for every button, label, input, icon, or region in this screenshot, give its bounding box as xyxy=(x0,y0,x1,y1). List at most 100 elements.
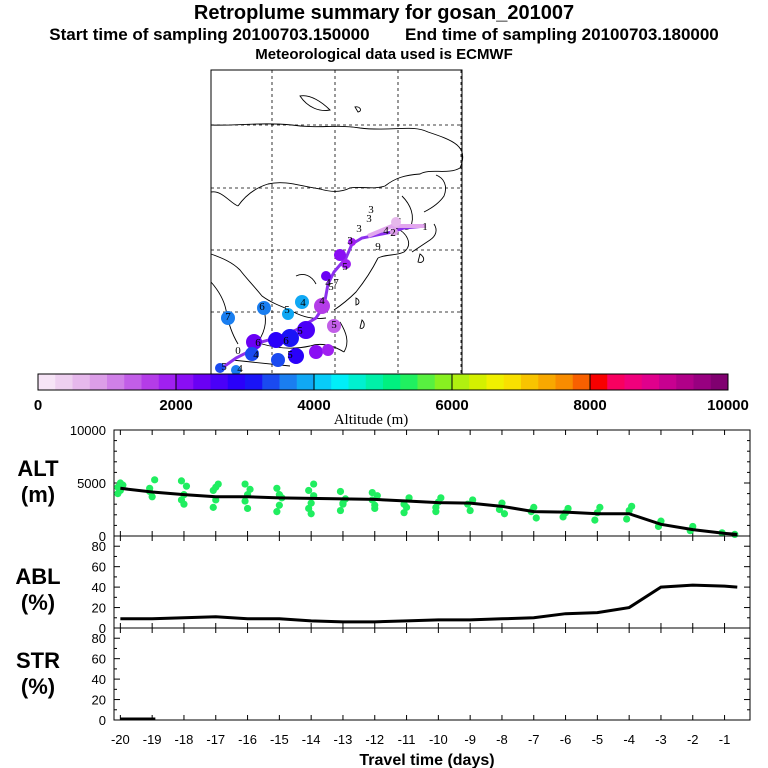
x-tick-label: -15 xyxy=(270,732,289,747)
cluster-marker xyxy=(295,295,309,309)
altitude-point xyxy=(466,506,474,515)
mean-altitude-line xyxy=(120,486,738,536)
altitude-point xyxy=(273,484,281,492)
cluster-marker xyxy=(314,298,330,314)
altitude-point xyxy=(500,510,509,518)
y-tick-label: 5000 xyxy=(77,476,106,491)
time-series-panels: 1000050000ALT(m)806040200ABL(%)806040200… xyxy=(15,423,751,768)
panel-alt: 10000 5000 0 ALT(m) xyxy=(17,423,751,544)
colorbar-swatch xyxy=(227,374,246,390)
colorbar-tick-label: 2000 xyxy=(159,397,192,414)
x-tick-label: -17 xyxy=(206,732,225,747)
cluster-marker xyxy=(390,228,398,236)
map-label: 5 xyxy=(284,304,290,316)
cluster-markers xyxy=(215,217,401,375)
cluster-marker xyxy=(309,345,323,359)
altitude-point xyxy=(530,503,538,511)
y-tick-label: 60 xyxy=(92,560,106,575)
altitude-point xyxy=(307,510,315,518)
altitude-point xyxy=(114,490,122,498)
colorbar-tick-label: 10000 xyxy=(707,397,749,414)
map-label: 5 xyxy=(287,349,293,361)
panel-frame xyxy=(113,429,751,537)
x-tick-label: -18 xyxy=(175,732,194,747)
colorbar-swatch xyxy=(331,374,349,390)
panel-frame xyxy=(113,535,751,629)
map-label: 2 xyxy=(390,227,396,239)
map-label: 6 xyxy=(283,335,289,347)
colorbar-tick-label: 4000 xyxy=(297,397,330,414)
map-label: 7 xyxy=(225,311,231,323)
colorbar-swatch xyxy=(555,374,574,390)
colorbar-swatch xyxy=(245,374,263,390)
y-tick-label: 40 xyxy=(92,580,106,595)
met-data-label: Meteorological data used is ECMWF xyxy=(255,46,513,63)
colorbar-swatch xyxy=(503,374,522,390)
colorbar-swatch xyxy=(72,374,91,390)
start-time-label: Start time of sampling 20100703.150000 xyxy=(49,25,370,44)
colorbar-swatch xyxy=(590,374,608,390)
y-tick-label: 80 xyxy=(92,539,106,554)
altitude-colorbar: 0 2000 4000 6000 8000 10000 Altitude (m) xyxy=(34,373,749,428)
y-tick-label: 0 xyxy=(99,713,106,728)
colorbar-label: Altitude (m) xyxy=(334,412,409,428)
x-tick-label: -12 xyxy=(365,732,384,747)
cluster-marker xyxy=(281,329,299,347)
trajectory-line-recent xyxy=(367,224,426,238)
altitude-point xyxy=(310,480,318,488)
cluster-marker xyxy=(221,311,235,325)
cluster-marker xyxy=(231,365,241,375)
series-line xyxy=(120,583,738,624)
y-tick-label: 60 xyxy=(92,652,106,667)
colorbar-swatch xyxy=(38,374,56,390)
cluster-marker xyxy=(321,271,331,281)
altitude-point xyxy=(243,504,252,513)
map-label: 3 xyxy=(356,223,362,235)
x-tick-label: -19 xyxy=(143,732,162,747)
altitude-point xyxy=(116,479,124,487)
colorbar-tick-label: 8000 xyxy=(573,397,606,414)
map-label: 5 xyxy=(331,319,337,331)
colorbar-swatch xyxy=(193,374,211,390)
altitude-point xyxy=(432,503,440,511)
colorbar-swatch xyxy=(262,374,280,390)
colorbar-swatch xyxy=(124,374,142,390)
altitude-point xyxy=(275,501,283,509)
colorbar-frame xyxy=(37,373,729,391)
x-tick-label: -5 xyxy=(592,732,604,747)
cluster-marker xyxy=(268,332,284,348)
colorbar-swatch xyxy=(400,374,418,390)
altitude-point xyxy=(209,503,217,511)
colorbar-swatch xyxy=(521,374,539,390)
altitude-point xyxy=(305,486,313,495)
colorbar-swatch xyxy=(176,374,194,390)
x-tick-label: -4 xyxy=(623,732,635,747)
altitude-point xyxy=(368,488,376,497)
altitude-point xyxy=(591,516,599,524)
altitude-point xyxy=(180,500,188,508)
colorbar-swatch xyxy=(538,374,556,390)
colorbar-swatch xyxy=(417,374,436,390)
altitude-point xyxy=(532,514,540,522)
colorbar-swatch xyxy=(141,374,160,390)
map-label: 0 xyxy=(235,345,241,357)
x-axis-label: Travel time (days) xyxy=(359,752,494,768)
colorbar-swatch xyxy=(710,374,729,390)
cluster-marker xyxy=(245,347,259,361)
cluster-marker xyxy=(246,334,262,350)
colorbar-swatch xyxy=(452,374,470,390)
panel-ylabel-unit: (m) xyxy=(21,482,55,507)
colorbar-swatch xyxy=(676,374,694,390)
altitude-point xyxy=(241,480,249,488)
map-label: 3 xyxy=(368,204,374,216)
cluster-marker xyxy=(322,344,334,356)
colorbar-swatch xyxy=(279,374,298,390)
cluster-marker xyxy=(391,217,401,227)
chart-title: Retroplume summary for gosan_201007 xyxy=(193,2,575,24)
altitude-point xyxy=(336,506,345,515)
map-label: 4 xyxy=(319,295,325,307)
colorbar-swatch xyxy=(365,374,384,390)
x-tick-label: -6 xyxy=(560,732,572,747)
